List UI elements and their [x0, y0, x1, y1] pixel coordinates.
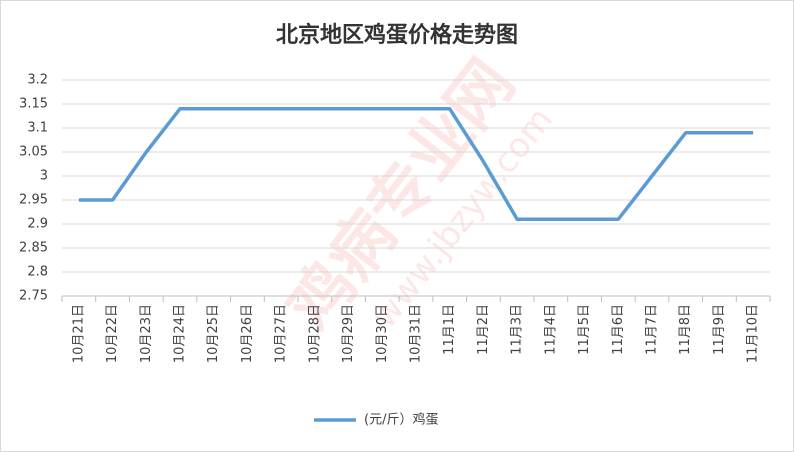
x-tick-label: 10月28日	[307, 304, 322, 363]
x-tick-label: 11月10日	[746, 304, 761, 363]
y-tick-label: 2.75	[19, 289, 48, 304]
y-tick-label: 2.85	[19, 241, 48, 256]
x-tick-label: 10月26日	[240, 304, 255, 363]
x-tick-label: 10月24日	[173, 304, 188, 363]
y-tick-label: 3.2	[27, 73, 48, 88]
x-tick-label: 11月3日	[510, 304, 525, 355]
line-series	[78, 107, 754, 221]
x-tick-label: 10月21日	[71, 304, 86, 363]
legend-label: (元/斤）鸡蛋	[364, 412, 438, 428]
x-tick-label: 11月4日	[543, 304, 558, 355]
y-tick-label: 3.1	[27, 121, 48, 136]
x-tick-label: 11月8日	[678, 304, 693, 355]
x-tick-label: 10月25日	[206, 304, 221, 363]
x-tick-label: 10月30日	[375, 304, 390, 363]
x-tick-label: 10月23日	[139, 304, 154, 363]
x-tick-label: 11月7日	[645, 304, 660, 355]
x-tick-label: 11月6日	[611, 304, 626, 355]
x-tick-label: 11月2日	[476, 304, 491, 355]
x-tick-label: 11月5日	[577, 304, 592, 355]
x-tick-label: 10月29日	[341, 304, 356, 363]
y-tick-label: 2.8	[27, 265, 48, 280]
x-tick-label: 10月22日	[105, 304, 120, 363]
y-tick-label: 3.05	[19, 145, 48, 160]
chart-title: 北京地区鸡蛋价格走势图	[276, 22, 518, 48]
x-tick-label: 11月9日	[712, 304, 727, 355]
y-tick-label: 2.95	[19, 193, 48, 208]
y-tick-label: 3.15	[19, 97, 48, 112]
x-tick-label: 10月27日	[274, 304, 289, 363]
x-tick-label: 11月1日	[442, 304, 457, 355]
y-tick-label: 3	[40, 169, 48, 184]
x-tick-label: 10月31日	[409, 304, 424, 363]
y-tick-label: 2.9	[27, 217, 48, 232]
